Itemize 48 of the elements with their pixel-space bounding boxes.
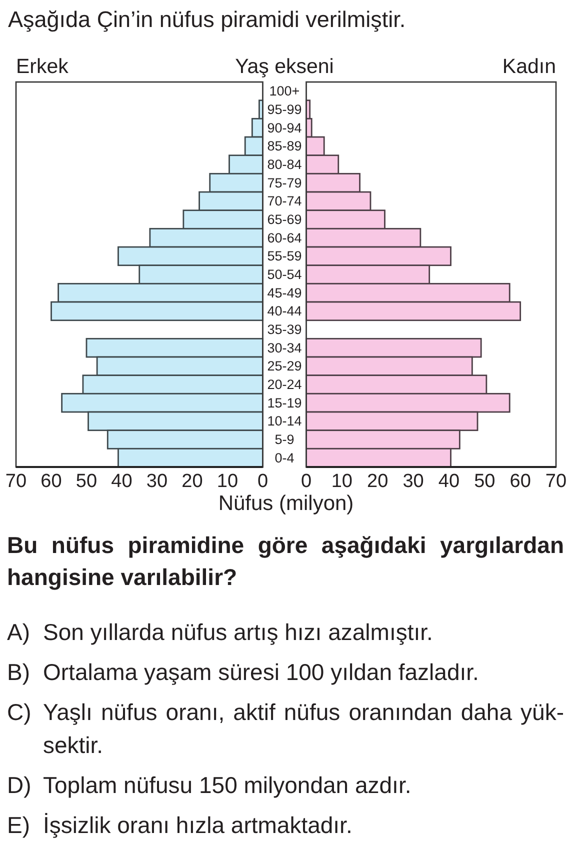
y-tick-label: 80-84 (267, 157, 302, 172)
x-tick-label: 60 (510, 471, 531, 492)
x-tick-label: 50 (474, 471, 496, 492)
x-tick-label: 50 (76, 471, 98, 492)
text: Kadın (502, 55, 556, 78)
text: A) Son yıllarda nüfus artış hızı azalmıştır. (7, 619, 433, 646)
x-tick-label: 20 (182, 471, 203, 492)
text: D) Toplam nüfusu 150 milyondan azdır. (7, 772, 412, 798)
y-tick-label: 20-24 (267, 377, 302, 392)
y-tick-label: 10-14 (267, 414, 302, 429)
x-tick-label: 30 (146, 471, 168, 492)
x-tick-label: 0 (257, 471, 268, 492)
x-tick-label: 0 (300, 471, 312, 492)
y-axis-title: Yaş ekseni (235, 55, 334, 78)
y-tick-label: 5-9 (274, 432, 294, 447)
y-tick-label: 65-69 (267, 212, 302, 227)
y-tick-label: 50-54 (267, 267, 302, 282)
y-tick-label: 95-99 (267, 102, 302, 117)
x-tick-label: 60 (40, 471, 62, 492)
y-tick-label: 60-64 (267, 230, 302, 246)
y-tick-label: 55-59 (267, 248, 302, 264)
text: Erkek (16, 55, 70, 78)
x-tick-label: 40 (111, 471, 132, 492)
y-tick-label: 40-44 (267, 304, 302, 319)
text: E) İşsizlik oranı hızla artmaktadır. (7, 812, 352, 838)
y-tick-label: 70-74 (267, 194, 302, 209)
y-tick-label: 15-19 (267, 395, 302, 410)
y-tick-label: 85-89 (267, 138, 302, 154)
text: B) Ortalama yaşam süresi 100 yıldan fazladır. (7, 659, 479, 686)
x-tick-label: 20 (367, 471, 388, 492)
x-axis-title: Nüfus (milyon) (218, 492, 354, 515)
y-tick-label: 100+ (269, 84, 300, 99)
y-tick-label: 90-94 (267, 120, 302, 136)
x-tick-label: 70 (545, 471, 567, 492)
y-tick-label: 75-79 (267, 175, 302, 190)
x-tick-label: 30 (402, 471, 424, 492)
y-tick-label: 0-4 (274, 450, 295, 466)
x-tick-label: 10 (331, 471, 353, 492)
text: Bu nüfus piramidine göre aşağıdaki yargılardan hangisine varılabilir? (7, 532, 564, 590)
x-tick-label: 70 (5, 471, 27, 492)
chart-title: Aşağıda Çin’in nüfus piramidi verilmiştir. (8, 7, 406, 32)
x-tick-label: 10 (216, 471, 238, 492)
text: C) Yaşlı nüfus oranı, aktif nüfus oranından daha yük-sektir. (7, 698, 564, 758)
y-tick-label: 25-29 (267, 358, 302, 374)
x-tick-label: 40 (438, 471, 460, 492)
y-tick-label: 30-34 (267, 340, 302, 356)
y-tick-label: 35-39 (267, 322, 302, 337)
y-tick-label: 45-49 (267, 285, 302, 300)
